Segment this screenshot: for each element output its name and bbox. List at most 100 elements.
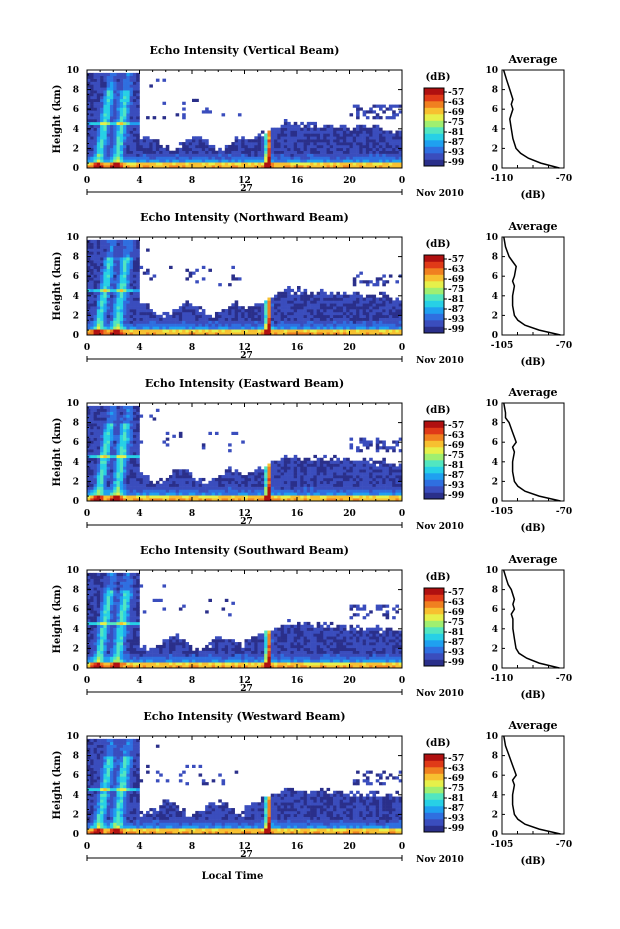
heatmap-cell — [100, 260, 104, 264]
heatmap-cell — [297, 332, 301, 336]
heatmap-cell — [155, 314, 160, 318]
heatmap-cell — [388, 303, 393, 307]
heatmap-cell — [132, 475, 137, 479]
heatmap-cell — [103, 417, 107, 421]
heatmap-cell — [132, 320, 137, 324]
heatmap-cell — [136, 75, 140, 79]
heatmap-cell — [146, 492, 150, 496]
heatmap-cell — [398, 309, 403, 313]
heatmap-cell — [372, 480, 377, 484]
heatmap-cell — [333, 489, 337, 493]
heatmap-cell — [109, 78, 114, 82]
heatmap-cell — [103, 265, 107, 269]
heatmap-cell — [165, 314, 170, 318]
heatmap-cell — [162, 498, 167, 502]
heatmap-cell — [116, 78, 121, 82]
heatmap-cell — [336, 127, 340, 131]
heatmap-cell — [395, 492, 400, 496]
heatmap-cell — [323, 320, 327, 324]
heatmap-cell — [132, 297, 137, 301]
heatmap-cell — [254, 303, 258, 307]
heatmap-cell — [310, 162, 314, 166]
heatmap-cell — [162, 489, 167, 493]
heatmap-cell — [90, 90, 94, 94]
heatmap-cell — [300, 121, 304, 126]
heatmap-cell — [313, 159, 317, 163]
heatmap-cell — [369, 466, 373, 470]
heatmap-cell — [365, 294, 370, 298]
heatmap-cell — [218, 495, 222, 499]
heatmap-cell — [119, 466, 124, 470]
heatmap-cell — [300, 142, 304, 146]
heatmap-cell — [100, 489, 104, 493]
heatmap-cell — [231, 492, 235, 496]
heatmap-cell — [103, 286, 107, 290]
heatmap-cell — [96, 242, 101, 246]
heatmap-cell — [172, 332, 176, 336]
heatmap-cell — [313, 480, 317, 484]
heatmap-cell — [132, 431, 137, 435]
heatmap-cell — [126, 454, 130, 459]
heatmap-cell — [129, 309, 134, 313]
heatmap-cell — [119, 142, 124, 146]
heatmap-cell — [234, 323, 239, 327]
heatmap-cell — [333, 492, 337, 496]
heatmap-cell — [146, 477, 150, 482]
heatmap-cell — [96, 142, 101, 146]
heatmap-cell — [336, 472, 340, 476]
heatmap-cell — [336, 142, 340, 146]
heatmap-cell — [126, 405, 130, 410]
heatmap-cell — [379, 107, 383, 111]
heatmap-cell — [198, 332, 203, 336]
heatmap-cell — [178, 317, 183, 321]
heatmap-cell — [382, 303, 386, 307]
heatmap-cell — [185, 329, 190, 333]
heatmap-cell — [185, 486, 190, 490]
heatmap-cell — [297, 469, 301, 473]
heatmap-cell — [149, 277, 153, 281]
heatmap-cell — [113, 262, 117, 267]
heatmap-cell — [300, 147, 304, 151]
heatmap-cell — [123, 317, 127, 321]
heatmap-cell — [293, 320, 298, 324]
heatmap-cell — [306, 466, 311, 470]
heatmap-cell — [126, 309, 130, 313]
heatmap-cell — [116, 165, 121, 169]
heatmap-cell — [398, 466, 403, 470]
heatmap-cell — [116, 297, 121, 301]
colorbar-tick-label: -99 — [448, 325, 464, 335]
heatmap-cell — [109, 107, 114, 111]
heatmap-cell — [175, 311, 180, 316]
heatmap-cell — [247, 314, 252, 318]
colorbar-tick-label: -81 — [448, 128, 464, 138]
heatmap-cell — [87, 98, 91, 102]
heatmap-cell — [113, 93, 117, 97]
heatmap-cell — [96, 300, 101, 304]
heatmap-cell — [208, 162, 212, 166]
heatmap-cell — [100, 90, 104, 94]
heatmap-cell — [385, 483, 390, 487]
heatmap-cell — [267, 477, 272, 482]
heatmap-cell — [398, 483, 403, 487]
heatmap-cell — [136, 326, 140, 330]
heatmap-cell — [346, 498, 350, 502]
heatmap-cell — [113, 311, 117, 316]
heatmap-cell — [214, 332, 219, 336]
heatmap-cell — [123, 457, 127, 461]
heatmap-cell — [293, 297, 298, 301]
heatmap-cell — [316, 332, 321, 336]
heatmap-cell — [100, 110, 104, 114]
heatmap-cell — [119, 417, 124, 421]
heatmap-cell — [313, 326, 317, 330]
heatmap-cell — [113, 495, 117, 499]
heatmap-cell — [87, 286, 91, 290]
heatmap-cell — [87, 159, 91, 163]
heatmap-cell — [106, 420, 111, 424]
heatmap-cell — [96, 104, 101, 108]
heatmap-cell — [123, 437, 127, 441]
heatmap-cell — [392, 142, 396, 146]
heatmap-cell — [237, 317, 242, 321]
panel-1: Echo Intensity (Northward Beam)0246810He… — [52, 211, 572, 368]
heatmap-cell — [123, 314, 127, 318]
heatmap-cell — [195, 144, 199, 149]
